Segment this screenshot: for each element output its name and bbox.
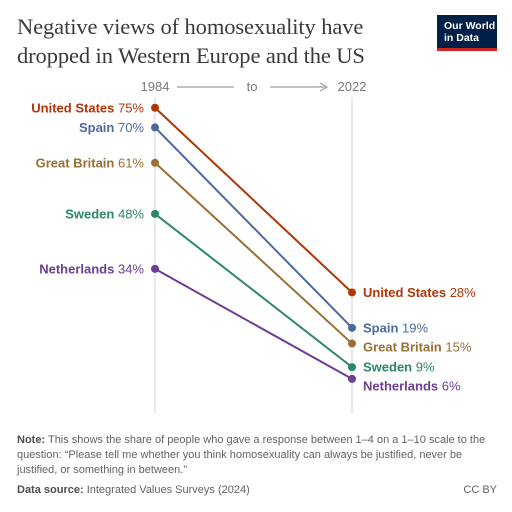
end-label-name-spain: Spain xyxy=(363,320,402,335)
note-label: Note: xyxy=(17,434,46,446)
end-label-name-united-states: United States xyxy=(363,285,450,300)
source-label: Data source: xyxy=(17,484,84,496)
start-point-great-britain xyxy=(151,158,159,167)
series-line-great-britain xyxy=(154,162,353,345)
start-label-value-sweden: 48% xyxy=(118,206,144,221)
end-point-spain xyxy=(348,323,356,332)
connector-label: to xyxy=(247,79,258,94)
end-year-label: 2022 xyxy=(338,79,367,94)
series-line-netherlands xyxy=(154,268,353,380)
start-label-value-netherlands: 34% xyxy=(118,261,144,276)
end-point-sweden xyxy=(348,363,356,372)
end-label-value-sweden: 9% xyxy=(416,360,435,375)
start-point-united-states xyxy=(151,103,159,112)
start-label-netherlands: Netherlands 34% xyxy=(39,261,144,276)
start-label-spain: Spain 70% xyxy=(79,120,144,135)
end-label-value-united-states: 28% xyxy=(450,285,476,300)
start-label-name-great-britain: Great Britain xyxy=(36,155,118,170)
end-label-value-great-britain: 15% xyxy=(445,339,471,354)
end-point-great-britain xyxy=(348,339,356,348)
start-label-great-britain: Great Britain 61% xyxy=(36,155,145,170)
end-label-netherlands: Netherlands 6% xyxy=(363,379,461,394)
start-label-sweden: Sweden 48% xyxy=(65,206,144,221)
source-text[interactable]: Integrated Values Surveys (2024) xyxy=(86,484,250,496)
start-point-sweden xyxy=(151,209,159,218)
logo-line-1: Our World xyxy=(444,20,496,32)
series-line-sweden xyxy=(154,213,353,368)
chart-title: Negative views of homosexuality have dro… xyxy=(17,14,365,68)
end-label-great-britain: Great Britain 15% xyxy=(363,339,472,354)
logo-line-2: in Data xyxy=(444,32,480,44)
end-label-name-great-britain: Great Britain xyxy=(363,339,445,354)
start-label-value-great-britain: 61% xyxy=(118,155,144,170)
end-label-name-sweden: Sweden xyxy=(363,360,416,375)
start-label-name-united-states: United States xyxy=(31,100,118,115)
start-label-name-netherlands: Netherlands xyxy=(39,261,118,276)
chart-note: Note: This shows the share of people who… xyxy=(17,433,499,478)
end-label-value-spain: 19% xyxy=(402,320,428,335)
end-label-name-netherlands: Netherlands xyxy=(363,379,442,394)
start-year-label: 1984 xyxy=(141,79,170,94)
our-world-in-data-logo[interactable]: Our World in Data xyxy=(437,15,497,51)
license-label[interactable]: CC BY xyxy=(463,484,497,496)
series-line-united-states xyxy=(154,107,353,294)
start-label-value-spain: 70% xyxy=(118,120,144,135)
start-label-value-united-states: 75% xyxy=(118,100,144,115)
series-line-spain xyxy=(154,126,353,329)
connector-arrow-head xyxy=(319,82,329,92)
end-label-united-states: United States 28% xyxy=(363,285,476,300)
end-label-spain: Spain 19% xyxy=(363,320,428,335)
note-text: This shows the share of people who gave … xyxy=(17,434,486,476)
start-label-name-spain: Spain xyxy=(79,120,118,135)
end-point-united-states xyxy=(348,288,356,297)
start-point-spain xyxy=(151,123,159,132)
start-label-united-states: United States 75% xyxy=(31,100,144,115)
end-label-value-netherlands: 6% xyxy=(442,379,461,394)
data-source: Data source: Integrated Values Surveys (… xyxy=(17,484,250,496)
start-label-name-sweden: Sweden xyxy=(65,206,118,221)
end-point-netherlands xyxy=(348,374,356,383)
start-point-netherlands xyxy=(151,264,159,273)
end-label-sweden: Sweden 9% xyxy=(363,360,435,375)
